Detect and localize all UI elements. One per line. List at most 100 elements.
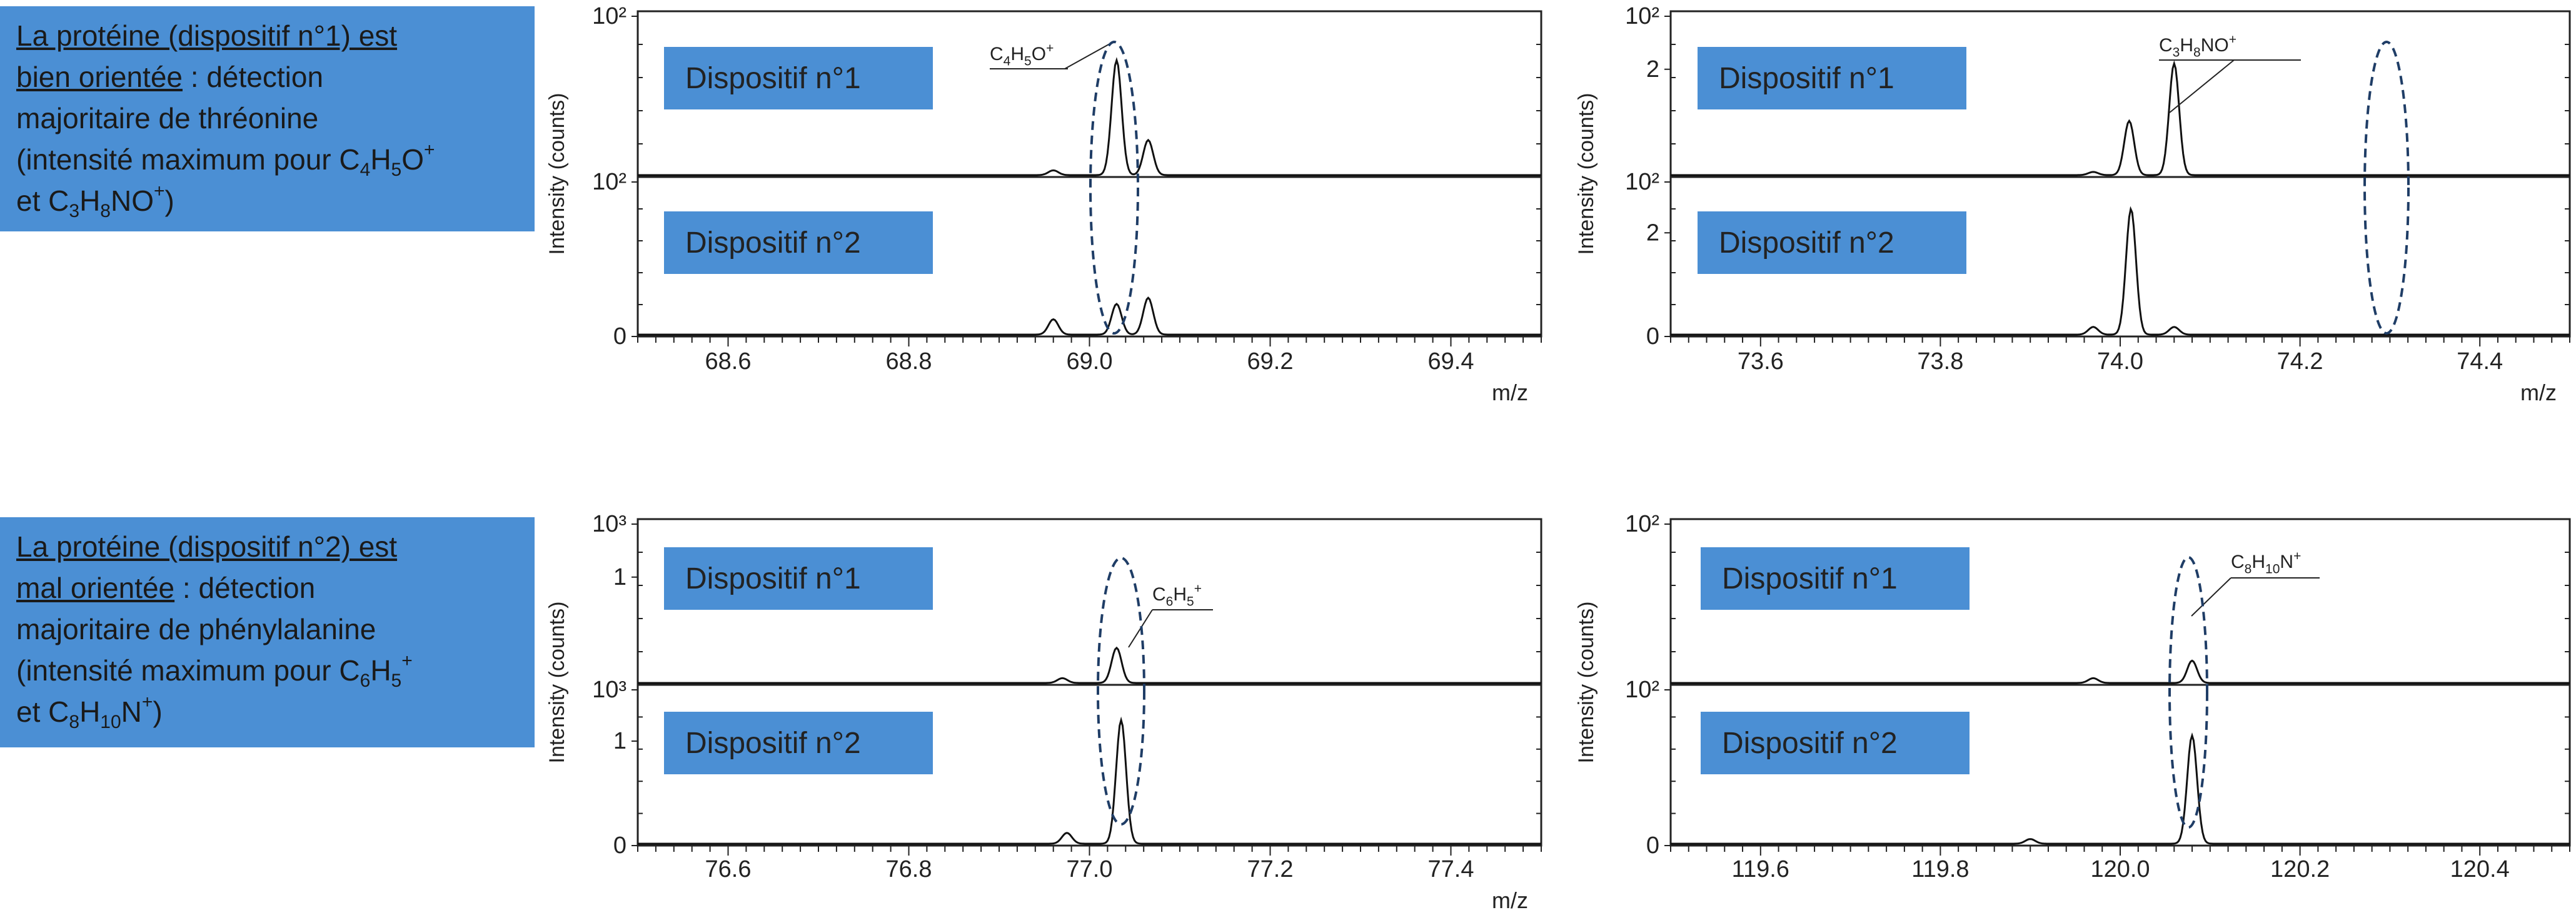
annotation-bottom-line3: majoritaire de phénylalanine [16,613,376,645]
annotation-top-line5: et C3H8NO+) [16,181,174,221]
x-tick-label: 77.2 [1247,856,1294,882]
x-tick-label: 74.0 [2097,348,2143,375]
y-tick-label: 10³ [592,511,626,537]
y-tick-label: 10² [1625,511,1659,537]
x-axis-label: m/z [1492,887,1528,913]
spectrum-trace [1671,732,2570,845]
x-tick-label: 76.8 [886,856,932,882]
ion-label: C6​H5​+ [1152,582,1202,609]
x-tick-label: 119.6 [1732,856,1789,882]
x-tick-label: 69.2 [1247,348,1294,375]
panel-label-box [664,47,933,109]
y-axis-label: Intensity (counts) [545,602,569,764]
highlight-ellipse [1097,557,1145,826]
annotation-top-line2: bien orientée : détection [16,61,324,93]
y-tick-label: 2 [1646,220,1659,246]
x-tick-label: 73.8 [1917,348,1963,375]
y-tick-label: 0 [1646,832,1659,859]
y-tick-label: 0 [613,832,626,859]
annotation-bottom: La protéine (dispositif n°2) est mal ori… [0,517,535,747]
annotation-top-line4: (intensité maximum pour C4H5O+ [16,139,435,180]
panel-1: 10³ 1 Dispositif n°1 [592,511,1541,684]
panel-label-box [1701,547,1970,610]
y-tick-label: 1 [613,728,626,754]
spectrum-trace [1671,659,2570,684]
x-axis-label: m/z [1492,380,1528,405]
annotation-bottom-line4: (intensité maximum pour C6H5+ [16,650,413,691]
annotation-bottom-line2: mal orientée : détection [16,572,316,604]
x-tick-label: 74.2 [2277,348,2323,375]
ion-label: C8​H10​N+ [2231,549,2301,576]
panel-2: 10² 0 Dispositif n°2 [592,169,1541,350]
spectrum-trace [1671,60,2570,176]
y-axis-label: Intensity (counts) [1574,93,1598,255]
x-tick-label: 77.0 [1067,856,1113,882]
spectrum-trace [638,716,1541,845]
panel-2: 10³ 1 0 Dispositif n°2 [592,677,1541,859]
x-tick-label: 120.4 [2450,856,2510,882]
panel-label: Dispositif n°2 [685,727,861,760]
panel-label: Dispositif n°2 [1722,727,1898,760]
highlight-ellipse [1089,41,1139,335]
y-tick-label: 0 [1646,323,1659,350]
spectrum-trace [638,296,1541,336]
x-tick-label: 68.6 [705,348,752,375]
panel-1: 10² Dispositif n°1 [1625,511,2570,684]
ion-label-leader [1064,43,1110,69]
panel-label-box [664,211,933,274]
panel-2: 10² 0 Dispositif n°2 [1625,677,2570,859]
annotation-top-line1: La protéine (dispositif n°1) est [16,19,398,52]
y-tick-label: 10² [1625,3,1659,29]
y-axis-label: Intensity (counts) [545,93,569,255]
y-tick-label: 10² [1625,169,1659,195]
panel-label: Dispositif n°1 [685,62,861,95]
panel-label: Dispositif n°2 [685,226,861,260]
ion-label-leader [2169,59,2235,113]
annotation-bottom-line1: La protéine (dispositif n°2) est [16,530,398,563]
ion-label: C3​H8​NO+ [2159,33,2236,59]
x-tick-label: 74.4 [2457,348,2503,375]
y-tick-label: 2 [1646,56,1659,83]
x-tick-label: 120.0 [2090,856,2150,882]
spectrum-trace [638,57,1541,176]
y-axis-label: Intensity (counts) [1574,602,1598,764]
ion-label: C4​H5​O+ [990,41,1054,68]
panel-label-box [664,547,933,610]
x-axis-label: m/z [2520,380,2557,405]
annotation-bottom-line5: et C8H10N+) [16,692,163,732]
panel-label-box [1698,47,1966,109]
panel-label-box [1701,712,1970,774]
x-tick-label: 77.4 [1428,856,1474,882]
highlight-ellipse [2363,41,2410,335]
ion-label-leader [2191,577,2231,617]
annotation-top: La protéine (dispositif n°1) est bien or… [0,6,535,231]
chart-4: Intensity (counts) 119.6 119.8 120.0 120.2 12… [1574,511,2571,882]
panel-label-box [1698,211,1966,274]
chart-1: Intensity (counts) 68.6 68.8 69.0 69.2 69.4 m/… [545,3,1542,405]
y-tick-label: 10² [592,3,626,29]
panel-label: Dispositif n°1 [685,562,861,595]
spectrum-trace [1671,206,2570,336]
y-tick-label: 1 [613,564,626,590]
panel-label: Dispositif n°2 [1719,226,1894,260]
spectrum-trace [638,646,1541,684]
chart-3: Intensity (counts) 76.6 76.8 77.0 77.2 77.4 m/… [545,511,1542,913]
x-tick-label: 73.6 [1738,348,1784,375]
x-tick-label: 68.8 [886,348,932,375]
y-tick-label: 10² [592,169,626,195]
x-tick-label: 76.6 [705,856,752,882]
x-tick-label: 69.4 [1428,348,1474,375]
panel-1: 10² Dispositif n°1 [592,3,1541,176]
y-tick-label: 10³ [592,677,626,703]
chart-2: Intensity (counts) 73.6 73.8 74.0 74.2 74.4 m/… [1574,3,2571,405]
x-tick-label: 120.2 [2270,856,2330,882]
panel-1: 10² 2 Dispositif n°1 [1625,3,2570,176]
annotation-top-line3: majoritaire de thréonine [16,102,319,134]
panel-2: 10² 2 0 Dispositif n°2 [1625,169,2570,350]
panel-label-box [664,712,933,774]
x-tick-label: 119.8 [1911,856,1969,882]
x-tick-label: 69.0 [1067,348,1113,375]
panel-label: Dispositif n°1 [1722,562,1898,595]
highlight-ellipse [2168,556,2208,829]
